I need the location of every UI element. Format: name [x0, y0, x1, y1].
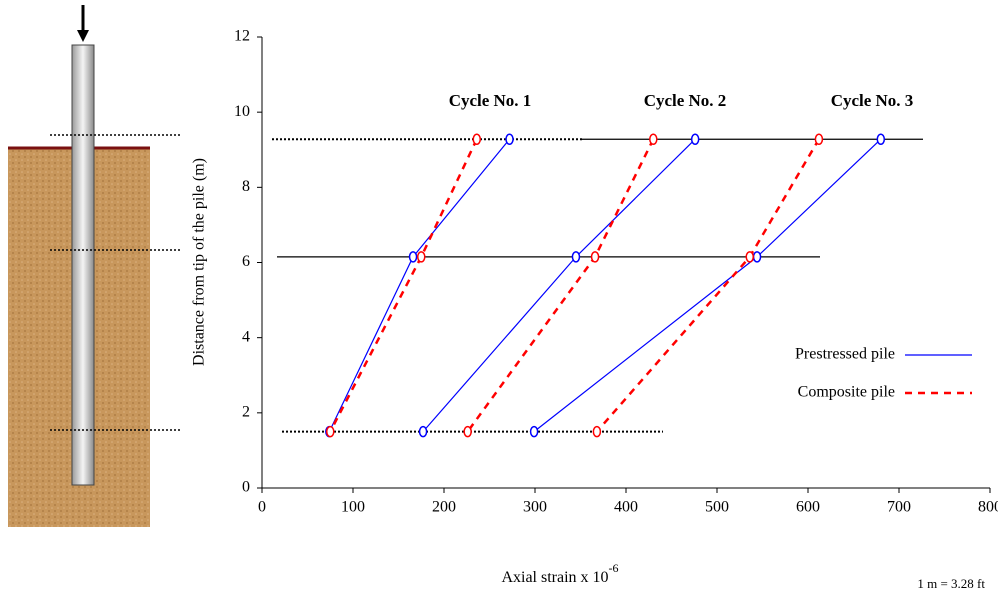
y-tick-label: 4	[242, 328, 250, 345]
unit-note: 1 m = 3.28 ft	[917, 576, 985, 591]
y-tick-label: 12	[234, 28, 250, 45]
pile	[71, 44, 95, 486]
y-tick-label: 8	[242, 178, 250, 195]
x-tick-label: 500	[705, 499, 729, 516]
data-point	[590, 251, 600, 263]
pile-diagram	[8, 5, 180, 527]
data-point	[592, 425, 602, 438]
data-point	[463, 425, 472, 438]
x-axis-label: Axial strain x 10-6	[501, 561, 618, 586]
data-point	[472, 133, 482, 145]
x-tick-label: 600	[796, 499, 820, 516]
x-axis-label-text: Axial strain x 10	[501, 569, 608, 586]
x-axis-exponent: -6	[609, 561, 619, 575]
x-tick-label: 100	[341, 499, 365, 516]
data-point	[649, 133, 658, 145]
series-line	[328, 138, 510, 432]
series-line	[466, 138, 655, 433]
y-tick-label: 0	[242, 479, 250, 496]
data-point	[752, 251, 762, 263]
data-point	[876, 133, 886, 145]
cycle-label: Cycle No. 1	[449, 91, 532, 110]
data-point	[408, 251, 418, 263]
x-tick-label: 400	[614, 499, 638, 516]
cycle-label: Cycle No. 3	[831, 91, 914, 110]
data-point	[505, 133, 514, 145]
x-tick-label: 300	[523, 499, 547, 516]
data-point	[690, 133, 700, 145]
series-line	[422, 138, 696, 433]
y-tick-label: 2	[242, 404, 250, 421]
y-tick-label: 6	[242, 253, 250, 270]
data-point	[745, 251, 755, 263]
data-point	[326, 425, 335, 438]
y-axis-label: Distance from tip of the pile (m)	[191, 158, 208, 366]
x-tick-label: 0	[258, 499, 266, 516]
load-arrowhead	[77, 30, 89, 42]
series-line	[595, 138, 820, 433]
legend-label: Composite pile	[798, 384, 895, 401]
series-line	[329, 138, 478, 433]
cycle-label: Cycle No. 2	[644, 91, 727, 110]
data-point	[529, 425, 539, 438]
legend-label: Prestressed pile	[795, 346, 895, 363]
x-tick-label: 200	[432, 499, 456, 516]
data-point	[814, 133, 824, 145]
data-point	[571, 251, 581, 263]
data-point	[417, 251, 426, 263]
y-tick-label: 10	[234, 103, 250, 120]
x-tick-label: 800	[978, 499, 998, 516]
data-point	[418, 425, 428, 438]
x-tick-label: 700	[887, 499, 911, 516]
